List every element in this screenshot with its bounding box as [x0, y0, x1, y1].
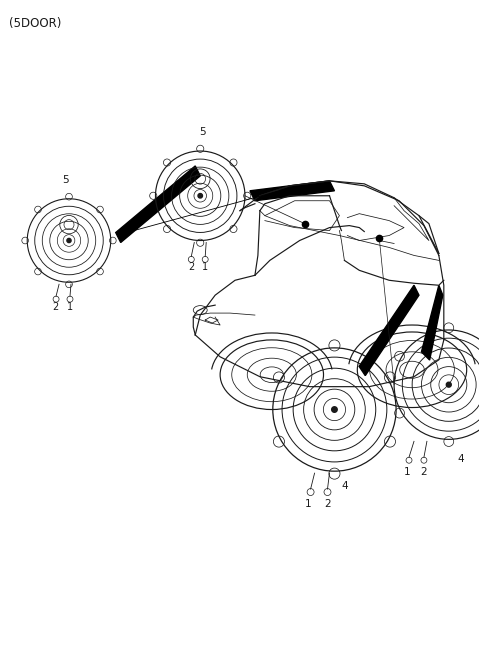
Circle shape — [198, 193, 203, 198]
Text: 1: 1 — [202, 263, 208, 272]
Text: 5: 5 — [62, 175, 68, 185]
Text: 1: 1 — [404, 467, 410, 477]
Text: 1: 1 — [305, 499, 312, 509]
Circle shape — [67, 238, 71, 242]
Text: 2: 2 — [420, 467, 427, 477]
Text: 2: 2 — [188, 263, 194, 272]
Text: 4: 4 — [457, 455, 464, 464]
Text: 2: 2 — [324, 499, 331, 509]
Text: (5DOOR): (5DOOR) — [9, 17, 62, 30]
Circle shape — [332, 407, 337, 412]
Polygon shape — [250, 181, 335, 200]
Text: 1: 1 — [67, 302, 73, 312]
Polygon shape — [359, 285, 419, 375]
Circle shape — [446, 383, 451, 387]
Text: 4: 4 — [341, 481, 348, 491]
Polygon shape — [116, 166, 200, 242]
Polygon shape — [421, 285, 443, 360]
Text: 5: 5 — [199, 127, 205, 137]
Text: 2: 2 — [52, 302, 58, 312]
